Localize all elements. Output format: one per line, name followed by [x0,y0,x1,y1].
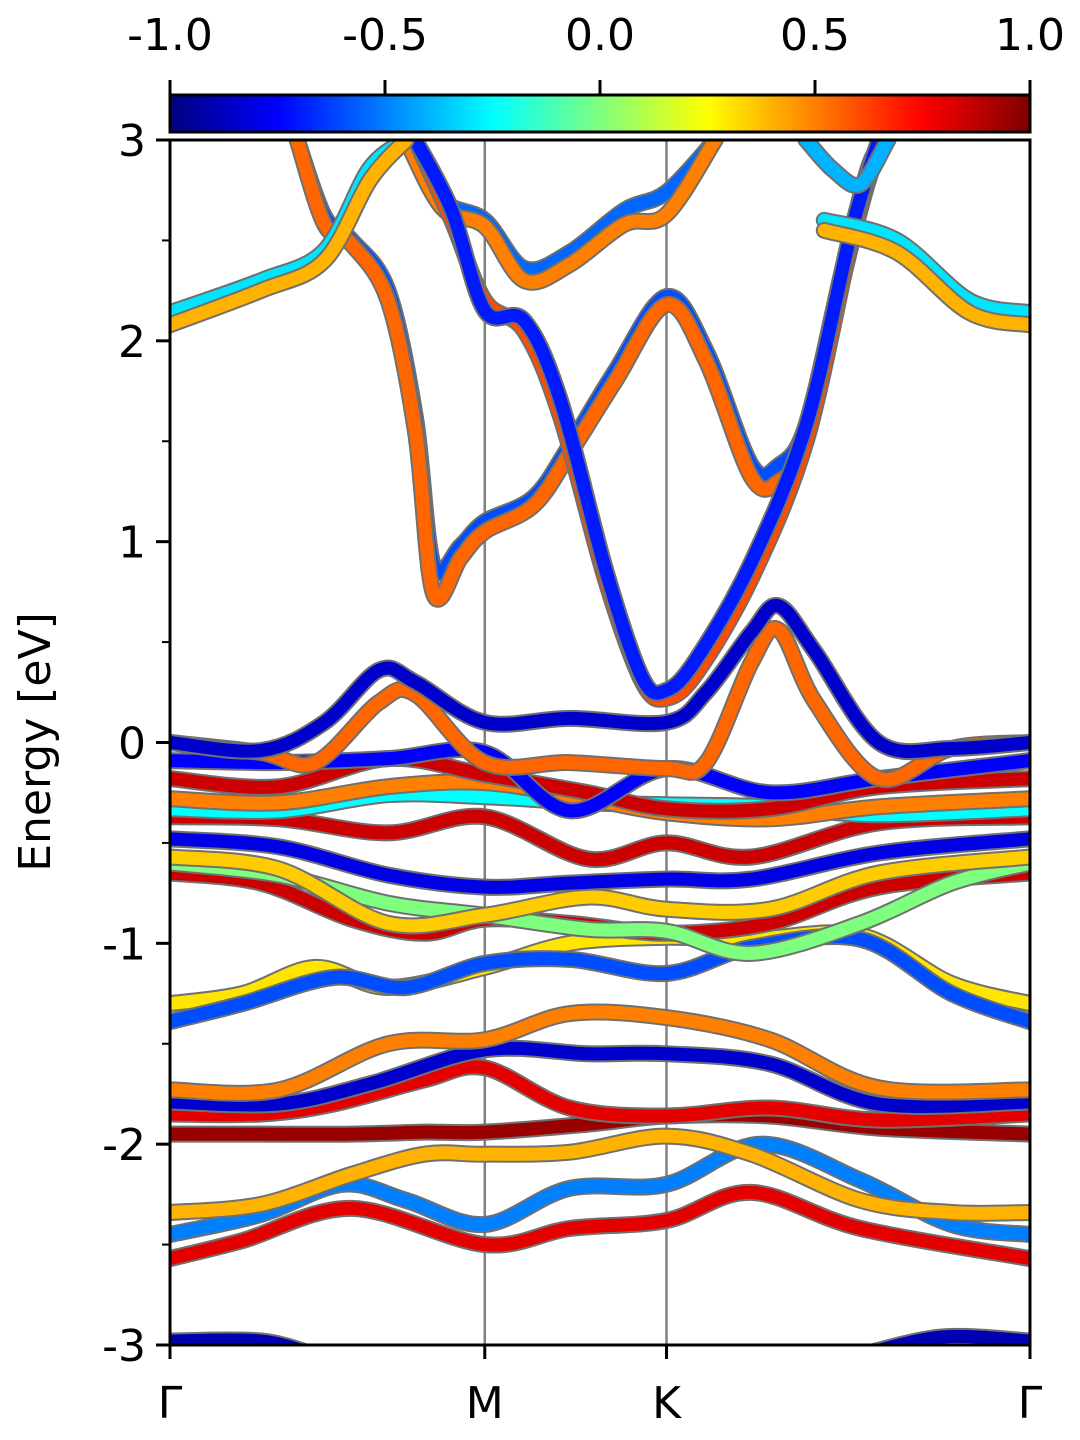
band-line [170,1060,1030,1127]
band-line [170,1333,306,1345]
colorbar: -1.0 -0.5 0.0 0.5 1.0 [127,10,1065,134]
band [170,1127,1030,1222]
colorbar-tick-label: -1.0 [127,10,213,61]
y-tick-label: -1 [102,919,146,970]
band [170,1003,1030,1102]
band-line [170,930,1030,1029]
band [406,140,888,702]
y-tick-label: 3 [118,116,146,167]
band-line [799,140,895,192]
band-line [170,809,1030,867]
band [170,1183,1030,1268]
band [815,221,1030,334]
y-tick-label: -3 [102,1321,146,1372]
band-line [170,1129,1030,1220]
band [170,1331,312,1345]
colorbar-tick-label: 0.5 [780,10,850,61]
band [797,140,897,194]
band [170,1058,1030,1129]
band-outline [170,597,1030,761]
band [170,830,1030,896]
band-line [170,832,1030,894]
band-line [817,213,1030,320]
colorbar-fill [168,93,1032,134]
band [170,620,1030,789]
colorbar-tick-label: 0.0 [565,10,635,61]
y-tick-label: 0 [118,719,146,770]
band [170,597,1030,761]
y-tick-label: 1 [118,518,146,569]
y-tick-label: 2 [118,317,146,368]
band-line [170,1185,1030,1266]
y-axis: -3 -2 -1 0 1 2 3 [102,116,170,1372]
x-tick-label: Γ [158,1378,183,1429]
x-tick-label: K [652,1378,682,1429]
band [170,928,1030,1031]
x-tick-label: M [466,1378,504,1429]
colorbar-ticks: -1.0 -0.5 0.0 0.5 1.0 [127,10,1065,95]
band-line [170,1041,1030,1113]
band [170,848,1030,935]
band [865,1327,1030,1345]
band-line [170,622,1030,787]
y-tick-label: -2 [102,1120,146,1171]
band-lines [170,140,1030,1345]
band-line [817,223,1030,332]
band-line [170,850,1030,933]
y-axis-label: Energy [eV] [10,612,61,872]
x-tick-label: Γ [1018,1378,1043,1429]
band [815,211,1030,322]
band [170,807,1030,869]
colorbar-tick-label: -0.5 [342,10,428,61]
band-line [170,140,413,332]
band-line [408,140,886,700]
band [170,1039,1030,1115]
band-line [170,1005,1030,1100]
colorbar-tick-label: 1.0 [995,10,1065,61]
band [170,140,415,334]
band-line [170,599,1030,759]
band-line [873,1329,1030,1345]
